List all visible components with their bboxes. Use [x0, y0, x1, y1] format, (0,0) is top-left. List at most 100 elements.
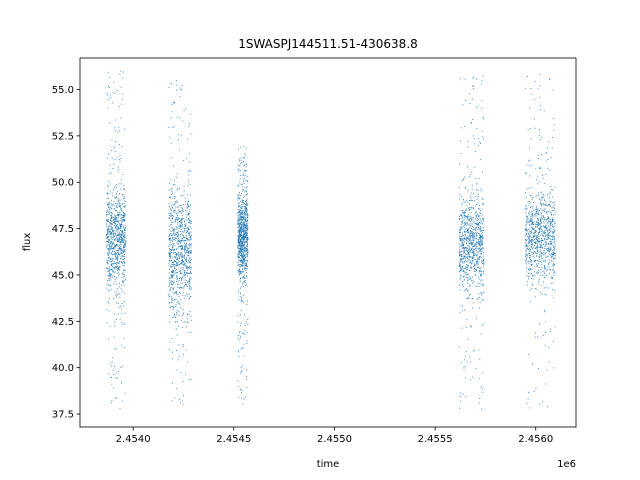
data-point	[479, 255, 481, 257]
data-point	[541, 242, 542, 244]
data-point	[107, 186, 109, 188]
data-point	[466, 216, 468, 217]
data-point	[549, 191, 551, 193]
data-point	[245, 232, 247, 234]
data-point	[552, 231, 554, 233]
data-point	[112, 230, 113, 231]
data-point	[177, 286, 179, 288]
data-point	[460, 240, 462, 241]
data-point	[240, 213, 242, 215]
data-point	[245, 236, 247, 238]
data-point	[173, 271, 175, 273]
data-point	[468, 255, 470, 257]
data-point	[469, 233, 471, 235]
data-point	[473, 269, 475, 271]
data-point	[239, 198, 241, 200]
data-point	[530, 212, 532, 214]
data-point	[169, 268, 170, 270]
data-point	[118, 263, 120, 264]
data-point	[239, 197, 240, 199]
data-point	[168, 295, 170, 297]
data-point	[461, 265, 463, 267]
data-point	[241, 225, 243, 227]
data-point	[245, 267, 246, 269]
data-point	[237, 209, 239, 211]
data-point	[474, 228, 476, 230]
data-point	[121, 225, 123, 227]
data-point	[179, 245, 181, 247]
data-point	[548, 238, 550, 239]
data-point	[529, 252, 531, 254]
data-point	[537, 244, 539, 246]
data-point	[540, 269, 542, 271]
data-point	[115, 253, 117, 255]
data-point	[469, 235, 471, 237]
data-point	[188, 288, 190, 290]
data-point	[239, 337, 241, 339]
data-point	[528, 260, 529, 262]
data-point	[186, 266, 188, 268]
data-point	[478, 244, 480, 246]
data-point	[479, 302, 481, 304]
data-point	[526, 244, 528, 246]
data-point	[527, 218, 529, 220]
data-point	[120, 236, 122, 238]
data-point	[113, 221, 115, 223]
data-point	[243, 249, 245, 251]
data-point	[466, 361, 468, 363]
data-point	[540, 255, 542, 257]
data-point	[119, 260, 121, 262]
data-point	[474, 244, 476, 246]
data-point	[188, 228, 190, 230]
data-point	[536, 207, 538, 209]
data-point	[124, 239, 126, 241]
data-point	[472, 350, 474, 352]
data-point	[468, 209, 470, 211]
data-point	[178, 280, 180, 282]
data-point	[460, 242, 462, 244]
data-point	[475, 246, 477, 248]
data-point	[241, 249, 242, 251]
data-point	[552, 137, 554, 138]
data-point	[463, 254, 465, 256]
data-point	[527, 235, 529, 237]
data-point	[183, 110, 185, 111]
data-point	[122, 194, 123, 196]
data-point	[550, 239, 552, 241]
data-point	[188, 179, 190, 181]
data-point	[123, 227, 124, 229]
data-point	[121, 344, 123, 346]
data-point	[110, 233, 112, 235]
data-point	[241, 240, 243, 242]
data-point	[115, 266, 117, 268]
data-point	[240, 234, 242, 236]
data-point	[179, 241, 180, 243]
data-point	[188, 284, 190, 286]
data-point	[471, 192, 473, 194]
data-point	[243, 229, 245, 231]
data-point	[553, 247, 555, 249]
data-point	[120, 218, 122, 220]
data-point	[115, 119, 117, 121]
data-point	[183, 263, 185, 265]
data-point	[543, 204, 545, 206]
data-point	[471, 217, 473, 219]
data-point	[553, 251, 555, 253]
data-point	[246, 238, 248, 240]
data-point	[467, 250, 469, 252]
data-point	[548, 244, 550, 246]
data-point	[112, 204, 114, 205]
data-point	[473, 255, 475, 257]
data-point	[479, 235, 481, 237]
data-point	[119, 130, 121, 132]
data-point	[554, 253, 556, 255]
data-point	[467, 223, 469, 225]
data-point	[460, 258, 462, 260]
data-point	[117, 227, 119, 229]
data-point	[188, 161, 190, 163]
data-point	[176, 116, 178, 118]
data-point	[123, 215, 125, 216]
data-point	[539, 243, 541, 245]
data-point	[114, 280, 116, 282]
data-point	[119, 282, 120, 284]
